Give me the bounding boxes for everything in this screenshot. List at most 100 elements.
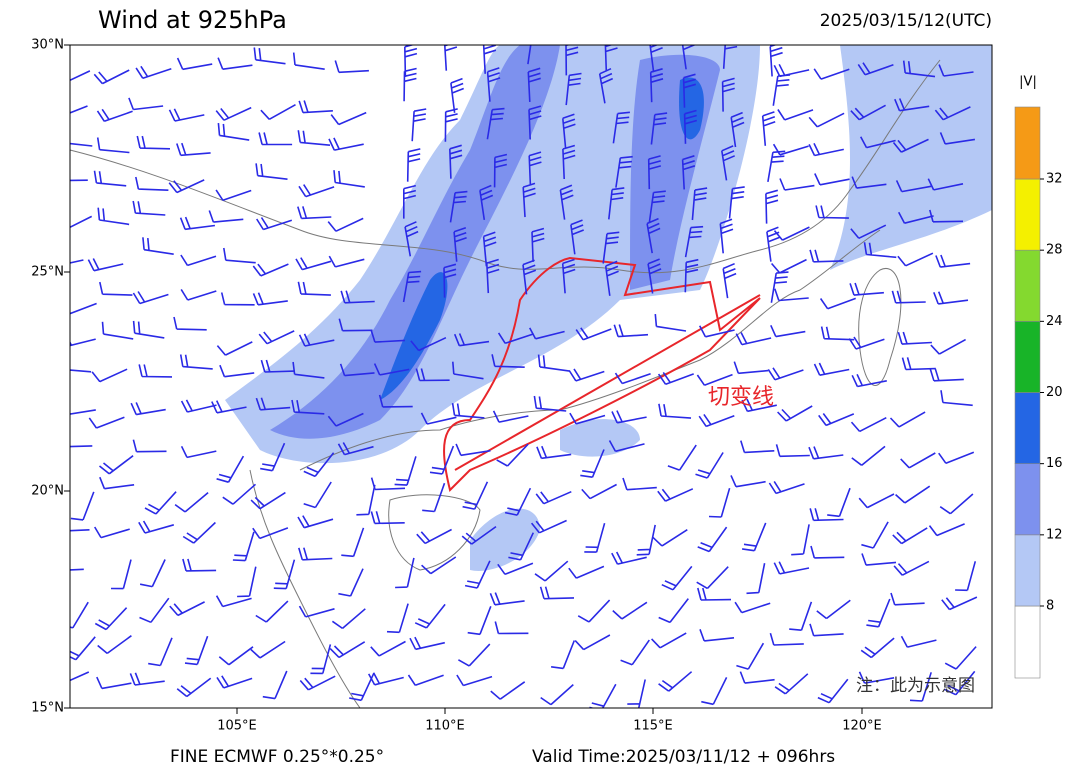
wind-barb bbox=[70, 338, 96, 347]
wind-barb bbox=[746, 563, 766, 595]
wind-barb bbox=[722, 262, 737, 299]
wind-barb bbox=[522, 259, 537, 295]
wind-barb bbox=[534, 560, 569, 582]
colorbar-tick-label: 16 bbox=[1046, 456, 1063, 471]
wind-barb bbox=[329, 641, 366, 659]
wind-barb bbox=[652, 529, 688, 547]
wind-barb bbox=[648, 190, 666, 223]
wind-barb bbox=[850, 416, 887, 433]
wind-barb bbox=[935, 254, 971, 268]
wind-barb bbox=[330, 111, 367, 126]
wind-barb bbox=[407, 674, 444, 687]
wind-barb bbox=[658, 671, 693, 692]
wind-barb bbox=[684, 225, 704, 258]
wind-barb bbox=[735, 332, 772, 346]
lon-label: 110°E bbox=[425, 719, 465, 734]
wind-barb bbox=[256, 217, 293, 231]
wind-barb bbox=[70, 409, 96, 415]
wind-barb bbox=[98, 455, 134, 475]
wind-barb bbox=[486, 107, 505, 140]
wind-barb bbox=[299, 675, 336, 691]
wind-barb bbox=[482, 231, 497, 267]
wind-barb bbox=[889, 411, 926, 428]
wind-barb bbox=[139, 559, 166, 588]
wind-barb bbox=[719, 218, 734, 254]
wind-barb bbox=[215, 106, 252, 121]
wind-barb bbox=[420, 412, 457, 425]
wind-barb bbox=[70, 259, 84, 264]
wind-barb bbox=[443, 45, 458, 71]
wind-barb bbox=[395, 557, 415, 589]
wind-barb bbox=[220, 292, 255, 306]
colorbar-segment bbox=[1014, 605, 1041, 679]
wind-barb bbox=[789, 601, 813, 631]
wind-barb bbox=[809, 249, 844, 263]
note: 注：此为示意图 bbox=[856, 676, 975, 696]
wind-barb bbox=[777, 109, 814, 121]
wind-barb bbox=[416, 528, 452, 545]
wind-barb bbox=[489, 592, 525, 606]
wind-barb bbox=[741, 522, 767, 552]
wind-barb bbox=[697, 587, 732, 601]
wind-barb bbox=[297, 130, 331, 146]
wind-barb bbox=[894, 98, 930, 112]
wind-barb bbox=[815, 205, 849, 219]
wind-barb bbox=[298, 184, 335, 198]
wind-barb bbox=[550, 640, 576, 670]
wind-barb bbox=[851, 445, 886, 466]
colorbar-label: |V| bbox=[1019, 75, 1037, 90]
wind-barb bbox=[414, 603, 446, 629]
wind-barb bbox=[444, 108, 458, 142]
wind-barb bbox=[255, 163, 288, 180]
wind-barb bbox=[611, 551, 647, 565]
wind-barb bbox=[93, 69, 130, 85]
wind-barb bbox=[252, 263, 289, 277]
wind-barb bbox=[740, 440, 775, 454]
wind-barb bbox=[328, 137, 364, 151]
wind-barb bbox=[449, 190, 468, 223]
wind-barb bbox=[761, 111, 776, 146]
wind-barb bbox=[130, 402, 166, 416]
wind-barb bbox=[809, 508, 844, 522]
wind-barb bbox=[769, 45, 783, 77]
wind-barb bbox=[827, 487, 851, 518]
colorbar-segment bbox=[1014, 321, 1041, 393]
wind-barb bbox=[895, 180, 932, 193]
wind-barb bbox=[138, 364, 173, 378]
wind-barb bbox=[132, 439, 167, 453]
wind-barb bbox=[768, 480, 805, 495]
shear-line bbox=[454, 294, 761, 471]
wind-barb bbox=[216, 455, 245, 483]
wind-barb bbox=[356, 484, 376, 516]
wind-barb bbox=[944, 670, 976, 696]
wind-barb bbox=[479, 184, 494, 221]
wind-barb bbox=[491, 354, 525, 368]
wind-barb bbox=[370, 330, 405, 343]
wind-barb bbox=[810, 545, 845, 559]
wind-barb bbox=[373, 363, 410, 376]
wind-barb bbox=[297, 515, 334, 529]
wind-barb bbox=[577, 599, 611, 623]
wind-barb bbox=[615, 155, 633, 188]
wind-barb bbox=[341, 527, 365, 558]
wind-barb bbox=[650, 112, 668, 145]
wind-barb bbox=[851, 176, 887, 189]
wind-barb bbox=[174, 491, 209, 513]
wind-barb bbox=[602, 231, 620, 264]
wind-barb bbox=[70, 568, 84, 571]
wind-barb bbox=[461, 525, 497, 545]
wind-barb bbox=[728, 186, 745, 219]
wind-barb bbox=[97, 207, 130, 226]
wind-barb bbox=[180, 288, 217, 301]
wind-barb bbox=[849, 282, 884, 296]
wind-barb bbox=[930, 338, 966, 355]
wind-barb bbox=[87, 258, 124, 272]
wind-barb bbox=[211, 400, 247, 414]
wind-barb bbox=[939, 493, 974, 515]
wind-barb bbox=[184, 635, 209, 666]
wind-barb bbox=[730, 475, 766, 488]
wind-barb bbox=[730, 111, 745, 148]
wind-barb bbox=[338, 568, 364, 597]
wind-barb bbox=[866, 598, 891, 628]
wind-barb bbox=[258, 330, 295, 345]
